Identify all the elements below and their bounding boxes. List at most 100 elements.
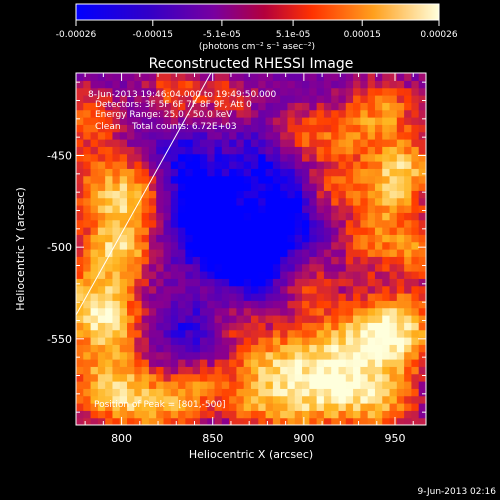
heatmap-cell (331, 410, 340, 419)
heatmap-cell (258, 403, 267, 411)
heatmap-cell (287, 109, 296, 118)
heatmap-cell (302, 256, 310, 265)
heatmap-cell (265, 395, 274, 404)
heatmap-cell (353, 80, 361, 89)
heatmap-cell (287, 212, 296, 221)
heatmap-cell (119, 410, 128, 419)
heatmap-cell (272, 109, 281, 118)
heatmap-cell (404, 300, 413, 309)
heatmap-cell (243, 307, 252, 316)
heatmap-cell (251, 373, 259, 382)
heatmap-cell (374, 293, 383, 301)
heatmap-cell (97, 161, 106, 169)
heatmap-cell (389, 300, 398, 309)
heatmap-cell (389, 285, 398, 294)
heatmap-cell (265, 337, 274, 345)
heatmap-cell (309, 329, 318, 338)
heatmap-cell (105, 278, 114, 287)
heatmap-cell (287, 373, 296, 382)
heatmap-cell (294, 219, 303, 228)
heatmap-cell (280, 234, 289, 243)
heatmap-cell (338, 263, 347, 272)
heatmap-cell (163, 131, 172, 140)
heatmap-cell (134, 373, 143, 382)
heatmap-cell (316, 329, 325, 338)
heatmap-cell (404, 315, 413, 323)
heatmap-cell (353, 366, 361, 375)
heatmap-cell (76, 73, 84, 81)
heatmap-cell (156, 183, 165, 191)
heatmap-cell (127, 285, 135, 294)
heatmap-cell (112, 351, 121, 360)
heatmap-cell (156, 205, 165, 213)
heatmap-cell (302, 417, 310, 425)
heatmap-cell (272, 73, 281, 81)
heatmap-cell (309, 219, 318, 228)
heatmap-cell (83, 256, 92, 265)
heatmap-cell (323, 234, 332, 243)
heatmap-cell (360, 293, 369, 301)
heatmap-cell (323, 256, 332, 265)
heatmap-cell (411, 337, 420, 345)
heatmap-cell (127, 197, 135, 206)
heatmap-cell (207, 256, 216, 265)
heatmap-cell (338, 271, 347, 279)
heatmap-cell (353, 263, 361, 272)
heatmap-cell (309, 95, 318, 103)
heatmap-cell (367, 161, 376, 169)
heatmap-cell (280, 124, 289, 133)
heatmap-cell (97, 278, 106, 287)
heatmap-cell (265, 344, 274, 353)
heatmap-cell (156, 87, 165, 96)
heatmap-cell (302, 80, 310, 89)
heatmap-cell (214, 307, 223, 316)
heatmap-cell (178, 366, 186, 375)
heatmap-cell (221, 227, 230, 235)
timestamp: 9-Jun-2013 02:16 (418, 487, 497, 497)
heatmap-cell (345, 102, 354, 111)
heatmap-cell (207, 161, 216, 169)
heatmap-cell (309, 344, 318, 353)
heatmap-cell (396, 410, 405, 419)
heatmap-cell (214, 212, 223, 221)
heatmap-cell (258, 366, 267, 375)
heatmap-cell (185, 227, 194, 235)
heatmap-cell (360, 366, 369, 375)
heatmap-cell (353, 241, 361, 250)
heatmap-cell (404, 403, 413, 411)
heatmap-cell (156, 300, 165, 309)
heatmap-cell (382, 109, 391, 118)
heatmap-cell (127, 234, 135, 243)
heatmap-cell (316, 293, 325, 301)
heatmap-cell (265, 329, 274, 338)
heatmap-cell (90, 417, 99, 425)
heatmap-cell (199, 95, 208, 103)
heatmap-cell (243, 329, 252, 338)
heatmap-cell (302, 95, 310, 103)
heatmap-cell (148, 307, 157, 316)
heatmap-cell (389, 293, 398, 301)
heatmap-cell (418, 293, 426, 301)
heatmap-cell (229, 161, 238, 169)
heatmap-cell (97, 388, 106, 397)
heatmap-cell (127, 256, 135, 265)
heatmap-cell (272, 388, 281, 397)
heatmap-cell (178, 212, 186, 221)
heatmap-cell (331, 109, 340, 118)
heatmap-cell (229, 117, 238, 125)
heatmap-cell (134, 381, 143, 389)
heatmap-cell (243, 109, 252, 118)
heatmap-cell (323, 300, 332, 309)
heatmap-cell (389, 109, 398, 118)
heatmap-cell (163, 124, 172, 133)
heatmap-cell (170, 139, 179, 147)
heatmap-cell (382, 403, 391, 411)
heatmap-cell (236, 395, 245, 404)
heatmap-cell (192, 205, 201, 213)
heatmap-cell (280, 337, 289, 345)
heatmap-cell (323, 190, 332, 199)
heatmap-cell (76, 117, 84, 125)
heatmap-cell (207, 263, 216, 272)
heatmap-cell (221, 300, 230, 309)
heatmap-cell (112, 175, 121, 184)
